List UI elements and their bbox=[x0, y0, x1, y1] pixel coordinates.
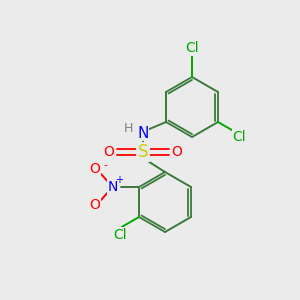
Text: O: O bbox=[90, 198, 101, 212]
Text: Cl: Cl bbox=[232, 130, 246, 144]
Text: Cl: Cl bbox=[113, 228, 127, 242]
Text: Cl: Cl bbox=[185, 41, 199, 55]
Text: O: O bbox=[90, 162, 101, 176]
Text: H: H bbox=[123, 122, 133, 136]
Text: +: + bbox=[115, 175, 123, 185]
Text: -: - bbox=[103, 160, 107, 170]
Text: N: N bbox=[108, 180, 118, 194]
Text: N: N bbox=[137, 125, 149, 140]
Text: O: O bbox=[172, 145, 182, 159]
Text: O: O bbox=[103, 145, 114, 159]
Text: S: S bbox=[138, 143, 148, 161]
